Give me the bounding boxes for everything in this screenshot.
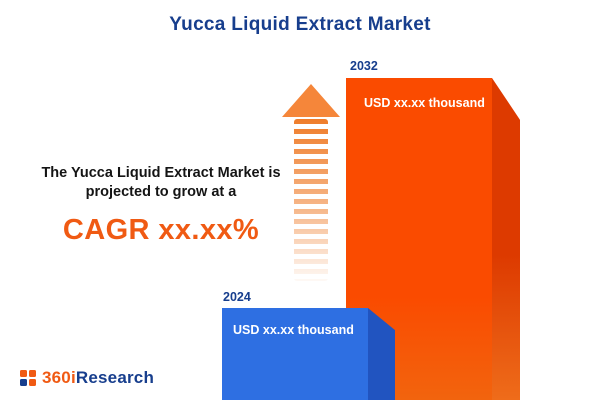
bar-2032-value-label: USD xx.xx thousand	[364, 96, 485, 110]
cagr-value: CAGR xx.xx%	[62, 214, 260, 247]
brand-logo-icon	[20, 370, 36, 386]
brand-logo-text-prefix: 360i	[42, 368, 76, 387]
bar-2024-value-label: USD xx.xx thousand	[233, 323, 354, 337]
bar-2032-side-face	[492, 78, 520, 400]
description: The Yucca Liquid Extract Market is proje…	[10, 164, 312, 250]
growth-arrow-fade	[292, 119, 330, 283]
page-title: Yucca Liquid Extract Market	[169, 14, 431, 35]
growth-arrow-head-icon	[282, 84, 340, 117]
bar-2024-year-label: 2024	[223, 290, 251, 304]
bar-2032-year-label: 2032	[350, 59, 378, 73]
bar-2024: USD xx.xx thousand	[222, 308, 368, 400]
description-line-2: projected to grow at a	[85, 184, 237, 201]
brand-logo-text: 360iResearch	[42, 368, 154, 388]
description-line-1: The Yucca Liquid Extract Market is	[41, 165, 281, 181]
brand-logo: 360iResearch	[20, 368, 154, 388]
brand-logo-text-suffix: Research	[75, 368, 155, 387]
